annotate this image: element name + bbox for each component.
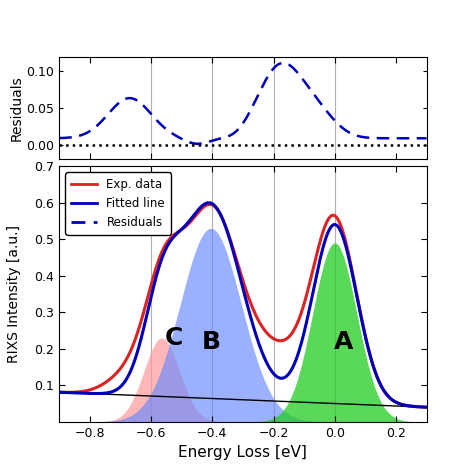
X-axis label: Energy Loss [eV]: Energy Loss [eV] <box>179 445 307 460</box>
Y-axis label: Residuals: Residuals <box>9 75 24 141</box>
Text: A: A <box>334 329 354 354</box>
Text: C: C <box>165 326 183 350</box>
Text: B: B <box>201 329 220 354</box>
Legend: Exp. data, Fitted line, Residuals: Exp. data, Fitted line, Residuals <box>65 172 171 235</box>
Y-axis label: RIXS Intensity [a.u.]: RIXS Intensity [a.u.] <box>7 225 21 363</box>
